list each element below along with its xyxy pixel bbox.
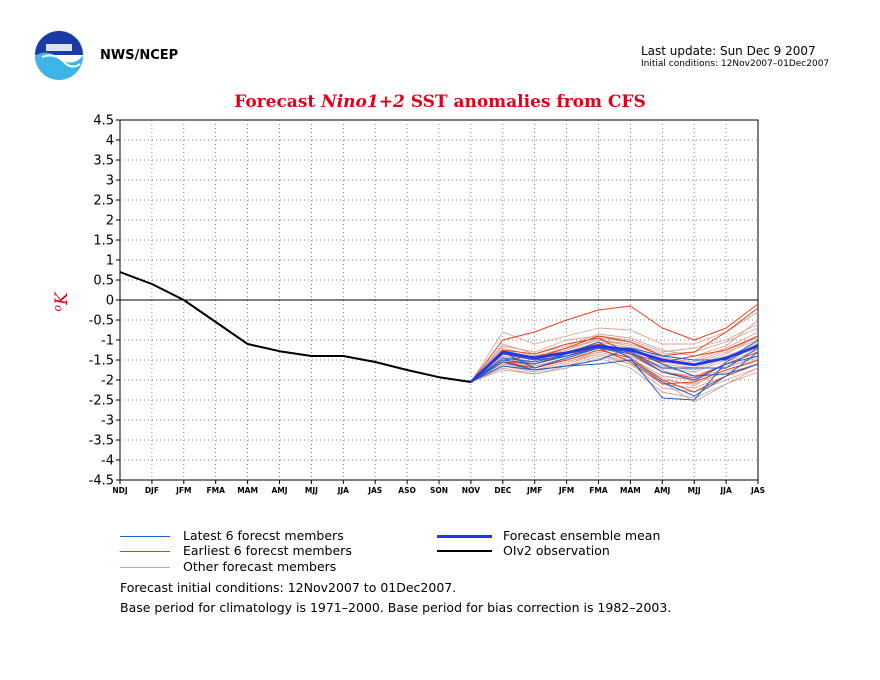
y-tick-label: 2.5 xyxy=(93,194,114,209)
earliest-member-line xyxy=(470,303,759,383)
x-tick-label: FMA xyxy=(206,486,225,495)
y-tick-label: -0.5 xyxy=(89,314,114,329)
legend-swatch-obs xyxy=(437,550,492,552)
legend-label-earliest: Earliest 6 forecst members xyxy=(183,543,352,558)
y-tick-label: 3 xyxy=(106,174,114,189)
y-tick-label: -4.5 xyxy=(89,474,114,489)
x-tick-label: MJJ xyxy=(305,486,318,495)
y-tick-label: -2.5 xyxy=(89,394,114,409)
latest-member-line xyxy=(470,341,759,401)
legend-label-other: Other forecast members xyxy=(183,559,337,574)
legend-swatch-mean xyxy=(437,535,492,538)
x-tick-label: NDJ xyxy=(112,486,128,495)
x-tick-label: NOV xyxy=(462,486,480,495)
earliest-member-line xyxy=(470,347,759,385)
x-tick-label: JFM xyxy=(175,486,191,495)
x-tick-label: MAM xyxy=(620,486,641,495)
x-tick-label: JJA xyxy=(337,486,350,495)
y-tick-label: 0.5 xyxy=(93,274,114,289)
x-tick-label: SON xyxy=(430,486,448,495)
x-tick-label: AMJ xyxy=(654,486,670,495)
y-tick-label: 4 xyxy=(106,134,114,149)
y-tick-label: -1 xyxy=(101,334,114,349)
title-prefix: Forecast xyxy=(234,92,322,112)
x-tick-label: DJF xyxy=(145,486,159,495)
x-tick-label: FMA xyxy=(589,486,608,495)
ensemble-mean-line xyxy=(469,344,759,384)
latest-member-line xyxy=(470,347,759,383)
x-tick-label: JJA xyxy=(719,486,732,495)
earliest-member-line xyxy=(470,335,759,383)
last-update: Last update: Sun Dec 9 2007 xyxy=(641,44,816,58)
y-tick-label: -1.5 xyxy=(89,354,114,369)
noaa-logo xyxy=(34,30,84,80)
other-member-line xyxy=(470,311,759,383)
other-member-line xyxy=(470,353,759,389)
latest-member-line xyxy=(470,347,759,383)
observation-line xyxy=(119,271,472,383)
legend-swatch-other xyxy=(120,567,170,568)
legend-label-mean: Forecast ensemble mean xyxy=(503,528,661,543)
y-tick-label: -3.5 xyxy=(89,434,114,449)
y-tick-label: -2 xyxy=(101,374,114,389)
x-tick-label: ASO xyxy=(398,486,416,495)
initial-conditions: Initial conditions: 12Nov2007–01Dec2007 xyxy=(641,59,830,69)
x-tick-label: AMJ xyxy=(271,486,287,495)
y-tick-label: 2 xyxy=(106,214,114,229)
org-label: NWS/NCEP xyxy=(100,48,179,63)
y-tick-label: 1.5 xyxy=(93,234,114,249)
x-tick-label: JFM xyxy=(558,486,574,495)
x-tick-label: JAS xyxy=(367,486,382,495)
legend-label-obs: OIv2 observation xyxy=(503,543,610,558)
legend-swatch-latest xyxy=(120,536,170,537)
chart-title: Forecast Nino1+2 SST anomalies from CFS xyxy=(0,92,880,112)
y-tick-label: 3.5 xyxy=(93,154,114,169)
y-tick-label: -3 xyxy=(101,414,114,429)
x-tick-label: MJJ xyxy=(688,486,701,495)
y-axis-label: oK xyxy=(51,291,72,312)
other-member-line xyxy=(470,357,759,399)
legend-label-latest: Latest 6 forecst members xyxy=(183,528,344,543)
y-tick-label: 0 xyxy=(106,294,114,309)
other-member-line xyxy=(470,319,759,383)
x-tick-label: JMF xyxy=(526,486,542,495)
y-tick-label: 4.5 xyxy=(93,114,114,129)
x-tick-label: JAS xyxy=(750,486,765,495)
y-tick-label: 1 xyxy=(106,254,114,269)
x-tick-label: MAM xyxy=(237,486,258,495)
latest-member-line xyxy=(470,351,759,397)
footer-line-1: Forecast initial conditions: 12Nov2007 t… xyxy=(120,580,457,595)
footer-line-2: Base period for climatology is 1971–2000… xyxy=(120,600,672,615)
legend-swatch-earliest xyxy=(120,551,170,552)
y-tick-label: -4 xyxy=(101,454,114,469)
title-suffix: SST anomalies from CFS xyxy=(404,92,646,112)
x-tick-label: DEC xyxy=(494,486,511,495)
title-italic: Nino1+2 xyxy=(321,92,405,112)
